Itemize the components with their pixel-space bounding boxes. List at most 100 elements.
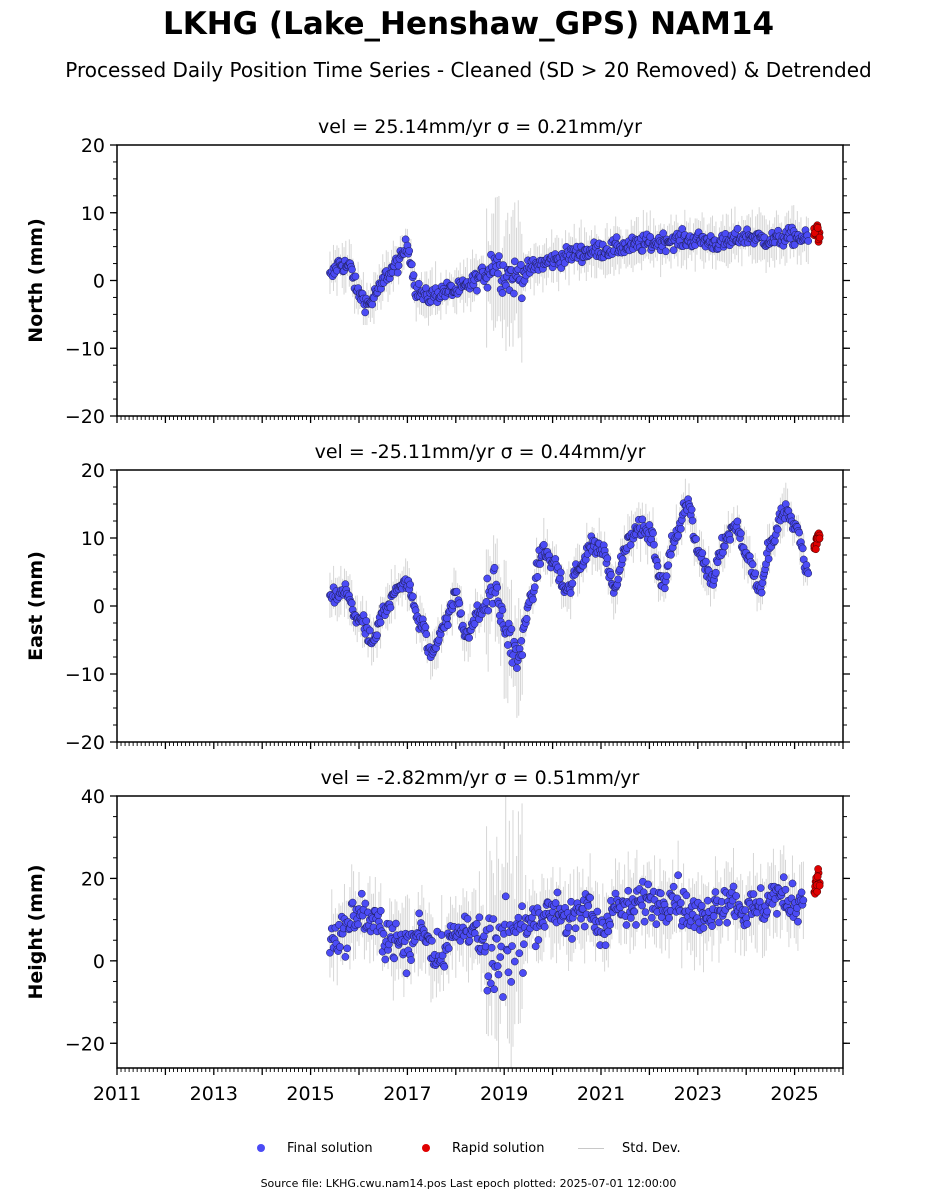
final-point [556,568,565,577]
final-point [428,936,436,945]
final-point [553,888,562,897]
y-tick-label: −20 [65,1033,105,1055]
final-point [394,261,403,270]
y-tick-label: −20 [65,732,105,754]
final-point [379,930,388,938]
source-note: Source file: LKHG.cwu.nam14.pos Last epo… [260,1177,677,1190]
final-point [529,595,537,604]
final-point [409,271,418,279]
final-point [682,891,691,900]
final-point [483,574,492,583]
final-point [601,941,610,950]
final-point [638,901,646,910]
legend-std-label: Std. Dev. [622,1140,681,1156]
final-point [392,919,400,928]
final-point [484,972,493,981]
legend-std: Std. Dev. [578,1138,681,1158]
final-point [711,568,720,577]
final-point [519,969,527,977]
final-point [799,896,808,905]
final-point [622,921,631,929]
final-point [348,265,356,274]
final-point [733,224,742,233]
y-axis-label: North (mm) [25,218,47,343]
y-tick-label: 0 [93,951,105,973]
final-point [709,912,718,920]
final-point [586,893,594,902]
final-point [584,902,593,910]
final-point [674,531,682,540]
y-tick-label: −20 [65,406,105,428]
final-point [571,924,580,933]
y-axis-label: East (mm) [25,551,47,661]
final-point [402,969,411,978]
final-point [720,542,729,551]
y-tick-label: 40 [81,786,105,808]
final-point [577,914,585,923]
final-point [498,606,507,614]
final-point [455,599,464,608]
final-point [737,529,745,538]
final-point [490,985,499,994]
final-point [536,560,545,568]
final-point [715,918,723,927]
final-point [357,889,366,898]
final-point [508,942,516,950]
final-point [463,914,472,923]
rapid-point [813,224,822,232]
final-point [457,609,465,618]
final-point [723,918,731,927]
final-point [520,940,528,949]
figure-subtitle: Processed Daily Position Time Series - C… [65,58,872,82]
final-point [539,540,548,549]
final-point [618,555,627,564]
final-point [444,621,452,630]
x-tick-label: 2013 [190,1083,238,1105]
final-point [513,664,521,672]
std-line-icon [578,1147,604,1149]
final-point [732,892,741,900]
panel-title: vel = -25.11mm/yr σ = 0.44mm/yr [315,441,646,463]
final-point [494,970,503,979]
final-point [510,257,519,266]
final-point [566,589,575,597]
final-point [495,252,503,260]
final-point [440,962,449,971]
final-point [781,885,790,894]
final-point [763,907,771,916]
legend-rapid-label: Rapid solution [452,1140,545,1156]
final-point [804,569,813,578]
final-point [493,583,502,592]
x-tick-label: 2021 [577,1083,625,1105]
final-point [667,550,675,559]
y-tick-label: 10 [81,528,105,550]
final-point [530,583,539,592]
final-point [640,917,649,926]
final-point [649,529,657,538]
x-tick-label: 2023 [674,1083,722,1105]
final-point [510,289,518,298]
final-point [487,943,496,952]
final-point [517,637,526,645]
final-point [341,953,350,961]
final-point [518,902,526,911]
final-point [486,979,495,988]
final-point [347,599,356,607]
final-point [607,896,615,905]
final-point [361,899,370,908]
final-point [669,882,678,891]
final-point [741,906,750,914]
final-point [779,873,788,882]
y-tick-label: 20 [81,868,105,890]
final-point [407,260,416,269]
final-point [607,571,615,579]
legend-final: Final solution [257,1138,373,1158]
final-point [650,540,658,549]
final-point [804,237,813,245]
final-point [515,949,524,958]
final-point [657,889,665,898]
final-point [456,937,465,945]
final-point [473,286,481,295]
final-point [489,915,498,923]
legend-final-label: Final solution [287,1140,373,1156]
